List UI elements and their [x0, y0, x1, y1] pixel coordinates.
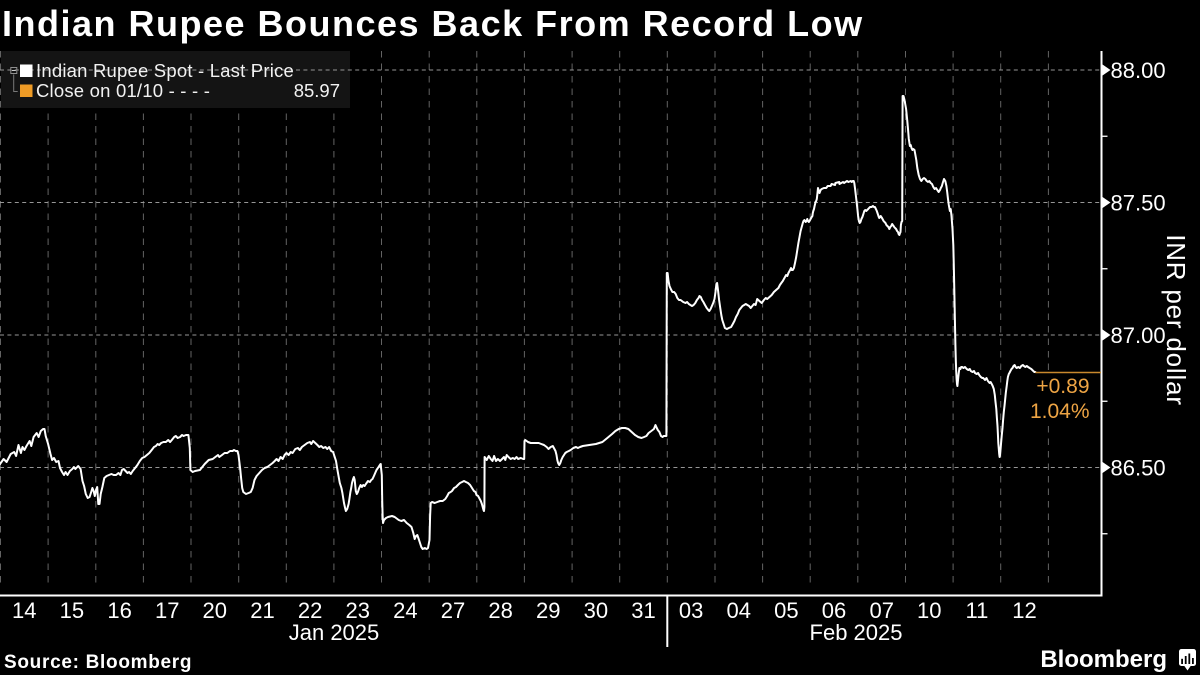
svg-text:85.97: 85.97	[294, 80, 340, 101]
svg-text:87.00: 87.00	[1111, 323, 1166, 348]
svg-text:04: 04	[727, 598, 751, 623]
svg-text:23: 23	[345, 598, 369, 623]
svg-text:Indian Rupee Spot - Last Price: Indian Rupee Spot - Last Price	[36, 60, 294, 81]
svg-text:Feb 2025: Feb 2025	[810, 620, 903, 645]
svg-text:17: 17	[155, 598, 179, 623]
svg-text:21: 21	[250, 598, 274, 623]
svg-text:87.50: 87.50	[1111, 190, 1166, 215]
svg-text:Jan 2025: Jan 2025	[289, 620, 380, 645]
svg-text:12: 12	[1012, 598, 1036, 623]
svg-text:31: 31	[631, 598, 655, 623]
svg-text:07: 07	[869, 598, 893, 623]
svg-text:11: 11	[965, 598, 988, 623]
svg-text:1.04%: 1.04%	[1030, 400, 1090, 423]
svg-text:16: 16	[107, 598, 131, 623]
svg-text:20: 20	[203, 598, 227, 623]
svg-text:10: 10	[917, 598, 941, 623]
svg-text:Bloomberg: Bloomberg	[1040, 646, 1167, 673]
svg-text:Source: Bloomberg: Source: Bloomberg	[4, 652, 192, 673]
svg-text:86.50: 86.50	[1111, 455, 1166, 480]
svg-text:24: 24	[393, 598, 417, 623]
svg-text:Close on 01/10 - - - -: Close on 01/10 - - - -	[36, 80, 210, 101]
svg-text:06: 06	[822, 598, 846, 623]
svg-text:15: 15	[60, 598, 84, 623]
svg-text:14: 14	[12, 598, 36, 623]
svg-text:28: 28	[488, 598, 512, 623]
svg-text:03: 03	[679, 598, 703, 623]
svg-text:29: 29	[536, 598, 560, 623]
svg-text:Indian Rupee Bounces Back From: Indian Rupee Bounces Back From Record Lo…	[2, 3, 864, 44]
svg-text:30: 30	[584, 598, 608, 623]
svg-text:22: 22	[298, 598, 322, 623]
svg-text:INR per dollar: INR per dollar	[1161, 234, 1191, 406]
svg-text:88.00: 88.00	[1111, 58, 1166, 83]
svg-text:27: 27	[441, 598, 465, 623]
svg-text:+0.89: +0.89	[1036, 375, 1089, 398]
svg-text:05: 05	[774, 598, 798, 623]
